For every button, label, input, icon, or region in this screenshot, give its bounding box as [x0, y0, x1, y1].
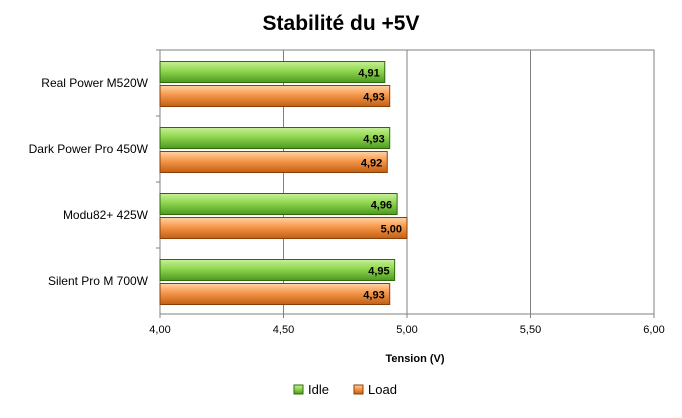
bar-load [159, 151, 388, 173]
bar-value-label: 4,93 [363, 134, 384, 146]
x-tick-label: 4,50 [273, 324, 294, 336]
category-label: Real Power M520W [41, 76, 148, 90]
chart-title: Stabilité du +5V [262, 12, 420, 35]
x-tick-label: 5,50 [520, 324, 541, 336]
category-label: Modu82+ 425W [63, 208, 149, 222]
legend-label: Load [368, 382, 397, 397]
bar-value-label: 4,93 [363, 290, 384, 302]
category-label: Dark Power Pro 450W [29, 142, 149, 156]
x-axis-title: Tension (V) [385, 353, 444, 365]
legend-swatch-load [353, 384, 364, 395]
legend-swatch-idle [293, 384, 304, 395]
bar-idle [159, 259, 396, 281]
bar-value-label: 4,92 [361, 158, 382, 170]
category-label: Silent Pro M 700W [48, 274, 149, 288]
bar-idle [159, 61, 386, 83]
bar-load [159, 283, 391, 305]
x-tick-label: 4,00 [149, 324, 170, 336]
bar-idle [159, 127, 391, 149]
legend-label: Idle [308, 382, 329, 397]
bar-value-label: 4,93 [363, 92, 384, 104]
x-tick-label: 6,00 [643, 324, 664, 336]
bar-idle [159, 193, 398, 215]
bar-value-label: 4,91 [358, 68, 379, 80]
bar-value-label: 4,95 [368, 266, 389, 278]
bar-value-label: 4,96 [371, 200, 392, 212]
bar-load [159, 85, 391, 107]
bar-load [159, 217, 408, 239]
x-tick-label: 5,00 [396, 324, 417, 336]
bar-value-label: 5,00 [381, 224, 402, 236]
